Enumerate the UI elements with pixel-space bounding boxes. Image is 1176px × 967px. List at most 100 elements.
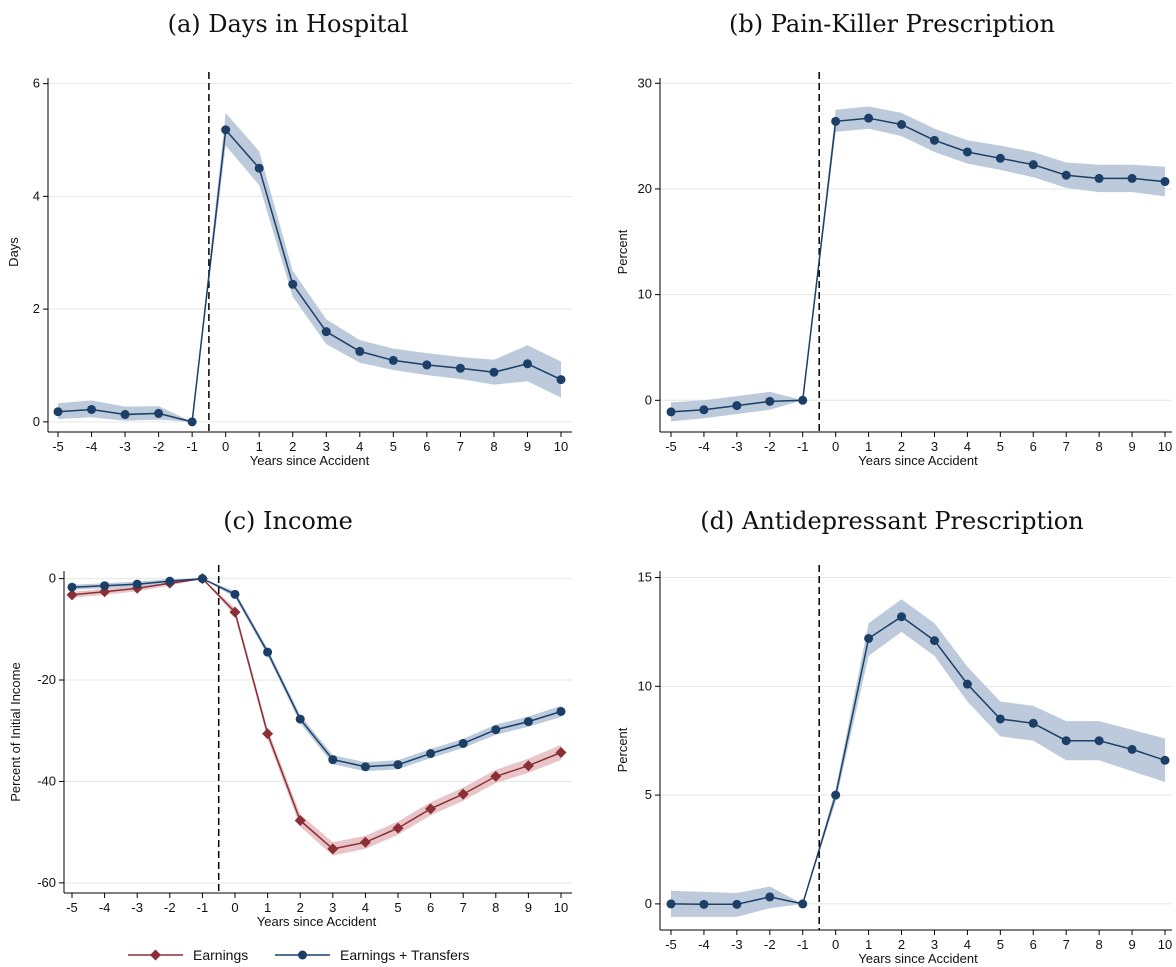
data-point bbox=[426, 749, 436, 759]
y-tick-label: -60 bbox=[37, 875, 56, 890]
data-point bbox=[359, 836, 371, 848]
data-point bbox=[100, 581, 110, 591]
confidence-band bbox=[671, 106, 1165, 422]
x-tick-label: 6 bbox=[1030, 439, 1037, 454]
x-tick-label: 0 bbox=[222, 439, 229, 454]
x-tick-label: 10 bbox=[1158, 937, 1172, 952]
y-tick-label: 5 bbox=[645, 787, 652, 802]
x-tick-label: 0 bbox=[832, 439, 839, 454]
data-point bbox=[254, 163, 264, 173]
data-point bbox=[197, 574, 207, 584]
data-point bbox=[522, 760, 534, 772]
x-tick-label: -4 bbox=[698, 937, 710, 952]
x-tick-label: 10 bbox=[554, 900, 568, 915]
data-point bbox=[666, 899, 676, 909]
data-point bbox=[67, 582, 77, 592]
x-tick-label: 0 bbox=[231, 900, 238, 915]
data-point bbox=[523, 717, 533, 727]
x-tick-label: -5 bbox=[665, 439, 677, 454]
x-tick-label: 8 bbox=[1096, 439, 1103, 454]
x-tick-label: -5 bbox=[52, 439, 64, 454]
y-axis-title: Percent bbox=[615, 229, 630, 274]
data-point bbox=[556, 706, 566, 716]
x-tick-label: -5 bbox=[665, 937, 677, 952]
data-point bbox=[699, 405, 709, 415]
data-point bbox=[489, 367, 499, 377]
x-tick-label: -4 bbox=[698, 439, 710, 454]
x-tick-label: -3 bbox=[731, 937, 743, 952]
x-tick-label: 5 bbox=[390, 439, 397, 454]
x-tick-label: -5 bbox=[66, 900, 78, 915]
x-tick-label: 9 bbox=[525, 900, 532, 915]
y-axis-title: Percent bbox=[615, 727, 630, 772]
x-tick-label: 3 bbox=[323, 439, 330, 454]
x-tick-label: 1 bbox=[256, 439, 263, 454]
y-tick-label: 30 bbox=[638, 75, 652, 90]
x-tick-label: 3 bbox=[329, 900, 336, 915]
x-tick-label: 1 bbox=[865, 937, 872, 952]
data-point bbox=[221, 125, 231, 135]
data-point bbox=[262, 728, 274, 740]
x-tick-label: -2 bbox=[153, 439, 165, 454]
data-point bbox=[699, 899, 709, 909]
x-tick-label: 3 bbox=[931, 937, 938, 952]
data-point bbox=[388, 355, 398, 365]
data-point bbox=[53, 407, 63, 417]
y-tick-label: 15 bbox=[638, 570, 652, 585]
x-tick-label: -4 bbox=[99, 900, 111, 915]
x-tick-label: -3 bbox=[131, 900, 143, 915]
chart-panel-d: 0 5 10 15 -5 -4 -3 -2 -1 0 1 2 3 4 5 6 7 8 9 10 Years since … bbox=[615, 565, 1172, 966]
x-tick-label: -1 bbox=[186, 439, 198, 454]
x-tick-label: 7 bbox=[457, 439, 464, 454]
data-point bbox=[1094, 736, 1104, 746]
y-tick-label: 6 bbox=[33, 76, 40, 91]
x-tick-label: 7 bbox=[1063, 937, 1070, 952]
data-point bbox=[422, 360, 432, 370]
confidence-band bbox=[72, 578, 561, 856]
x-tick-label: -2 bbox=[764, 937, 776, 952]
legend-marker bbox=[150, 949, 161, 961]
y-tick-label: 10 bbox=[638, 678, 652, 693]
x-tick-label: 5 bbox=[997, 439, 1004, 454]
data-point bbox=[393, 760, 403, 770]
x-tick-label: 9 bbox=[1128, 439, 1135, 454]
data-point bbox=[1061, 736, 1071, 746]
chart-panel-a: 0 2 4 6 -5 -4 -3 -2 -1 0 1 2 3 4 5 6 7 8 9 10 Years since Ac… bbox=[6, 72, 572, 468]
data-point bbox=[732, 401, 742, 411]
data-point bbox=[229, 606, 241, 618]
data-point bbox=[458, 738, 468, 748]
data-point bbox=[295, 714, 305, 724]
x-tick-label: 3 bbox=[931, 439, 938, 454]
x-tick-label: -1 bbox=[797, 937, 809, 952]
x-axis-title: Years since Accident bbox=[858, 951, 978, 966]
y-tick-label: 20 bbox=[638, 181, 652, 196]
data-point bbox=[732, 899, 742, 909]
x-tick-label: 4 bbox=[964, 439, 971, 454]
series-line bbox=[670, 615, 1166, 906]
data-point bbox=[294, 814, 306, 826]
data-point bbox=[897, 612, 907, 622]
y-axis-title: Days bbox=[6, 237, 21, 267]
x-tick-label: -4 bbox=[86, 439, 98, 454]
x-tick-label: -3 bbox=[731, 439, 743, 454]
series-line bbox=[71, 577, 562, 850]
y-tick-label: -40 bbox=[37, 773, 56, 788]
x-tick-label: 8 bbox=[492, 900, 499, 915]
data-point bbox=[230, 589, 240, 599]
x-tick-label: 1 bbox=[264, 900, 271, 915]
x-tick-label: 8 bbox=[490, 439, 497, 454]
data-point bbox=[555, 747, 567, 759]
x-tick-label: 10 bbox=[554, 439, 568, 454]
legend-label: Earnings + Transfers bbox=[340, 947, 470, 963]
data-point bbox=[263, 647, 273, 657]
x-axis-title: Years since Accident bbox=[257, 914, 377, 929]
data-point bbox=[328, 755, 338, 765]
data-point bbox=[120, 410, 130, 420]
x-tick-label: 9 bbox=[1128, 937, 1135, 952]
data-point bbox=[995, 714, 1005, 724]
legend-marker bbox=[298, 950, 307, 960]
data-point bbox=[798, 899, 808, 909]
panel-a-title: (a) Days in Hospital bbox=[167, 10, 409, 38]
data-point bbox=[666, 407, 676, 417]
data-point bbox=[897, 119, 907, 129]
